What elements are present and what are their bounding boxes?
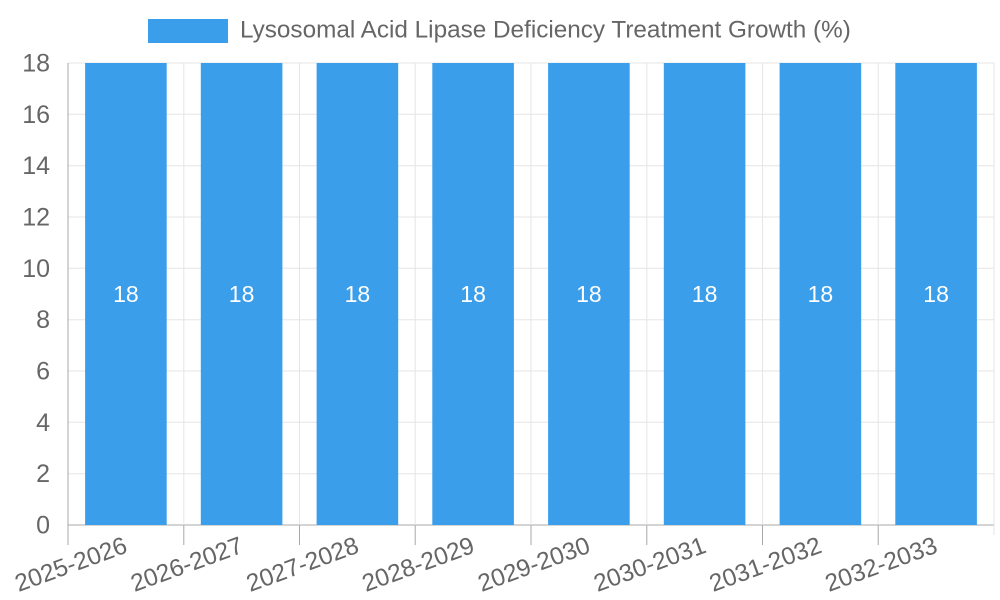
- svg-text:14: 14: [22, 152, 50, 180]
- svg-text:18: 18: [229, 281, 255, 307]
- svg-text:8: 8: [36, 306, 50, 334]
- svg-text:2029-2030: 2029-2030: [474, 532, 593, 597]
- svg-text:18: 18: [345, 281, 371, 307]
- svg-text:2: 2: [36, 460, 50, 488]
- svg-text:2030-2031: 2030-2031: [590, 532, 709, 597]
- svg-text:18: 18: [692, 281, 718, 307]
- svg-text:18: 18: [923, 281, 949, 307]
- svg-text:10: 10: [22, 255, 50, 283]
- svg-text:16: 16: [22, 101, 50, 129]
- svg-text:2027-2028: 2027-2028: [243, 532, 362, 597]
- svg-text:2025-2026: 2025-2026: [11, 532, 130, 597]
- svg-text:Lysosomal Acid Lipase Deficien: Lysosomal Acid Lipase Deficiency Treatme…: [240, 17, 851, 44]
- svg-text:2028-2029: 2028-2029: [359, 532, 478, 597]
- svg-text:18: 18: [22, 50, 50, 78]
- svg-text:12: 12: [22, 204, 50, 232]
- svg-text:2026-2027: 2026-2027: [127, 532, 246, 597]
- svg-text:18: 18: [113, 281, 139, 307]
- svg-text:0: 0: [36, 512, 50, 540]
- svg-text:18: 18: [808, 281, 834, 307]
- svg-text:2032-2033: 2032-2033: [822, 532, 941, 597]
- svg-text:4: 4: [36, 409, 50, 437]
- svg-text:2031-2032: 2031-2032: [706, 532, 825, 597]
- svg-text:18: 18: [576, 281, 602, 307]
- svg-text:6: 6: [36, 358, 50, 386]
- svg-text:18: 18: [460, 281, 486, 307]
